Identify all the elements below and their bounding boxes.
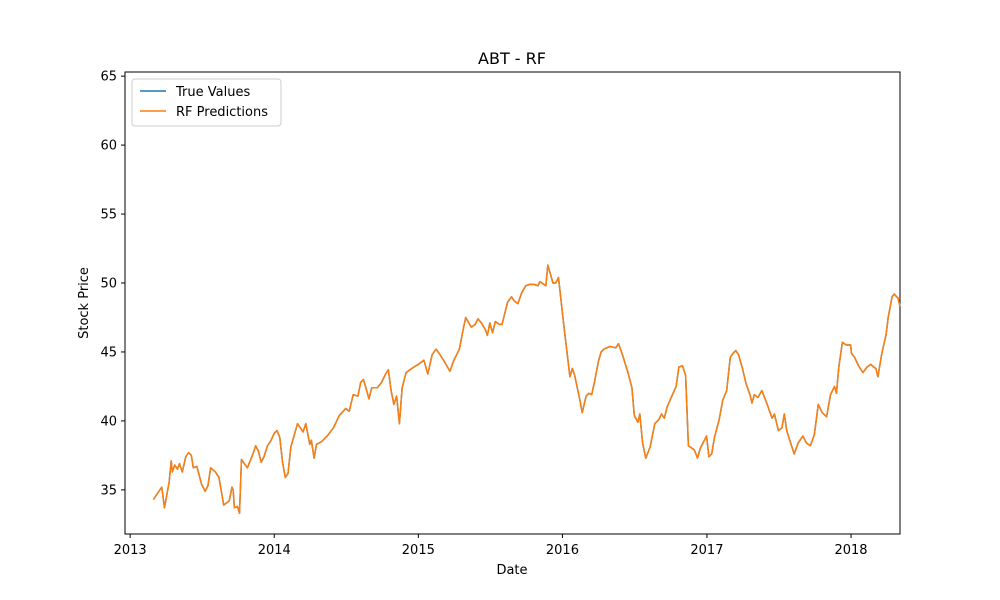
x-tick-label: 2018 bbox=[834, 543, 867, 558]
series-lines bbox=[152, 264, 901, 515]
y-tick-label: 60 bbox=[100, 139, 117, 154]
x-tick-label: 2013 bbox=[114, 543, 147, 558]
legend-label-rf-predictions: RF Predictions bbox=[176, 105, 268, 120]
legend-label-true-values: True Values bbox=[175, 85, 250, 100]
y-axis: 35 40 45 50 55 60 65 bbox=[100, 70, 125, 498]
legend-box bbox=[131, 78, 282, 127]
legend: True Values RF Predictions bbox=[131, 78, 282, 127]
plot-area bbox=[124, 71, 901, 535]
y-tick-label: 50 bbox=[100, 277, 117, 292]
x-axis: 2013 2014 2015 2016 2017 2018 bbox=[114, 534, 868, 558]
y-tick-label: 55 bbox=[100, 208, 117, 223]
y-axis-title: Stock Price bbox=[77, 267, 92, 339]
x-tick-label: 2017 bbox=[690, 543, 723, 558]
y-tick-label: 35 bbox=[100, 483, 117, 498]
x-tick-label: 2016 bbox=[546, 543, 579, 558]
series-line-rf-predictions bbox=[152, 264, 901, 515]
y-tick-label: 45 bbox=[100, 345, 117, 360]
chart-title: ABT - RF bbox=[478, 49, 546, 68]
x-tick-label: 2014 bbox=[258, 543, 291, 558]
y-tick-label: 40 bbox=[100, 414, 117, 429]
x-axis-title: Date bbox=[496, 563, 527, 578]
y-tick-label: 65 bbox=[100, 70, 117, 85]
x-tick-label: 2015 bbox=[402, 543, 435, 558]
